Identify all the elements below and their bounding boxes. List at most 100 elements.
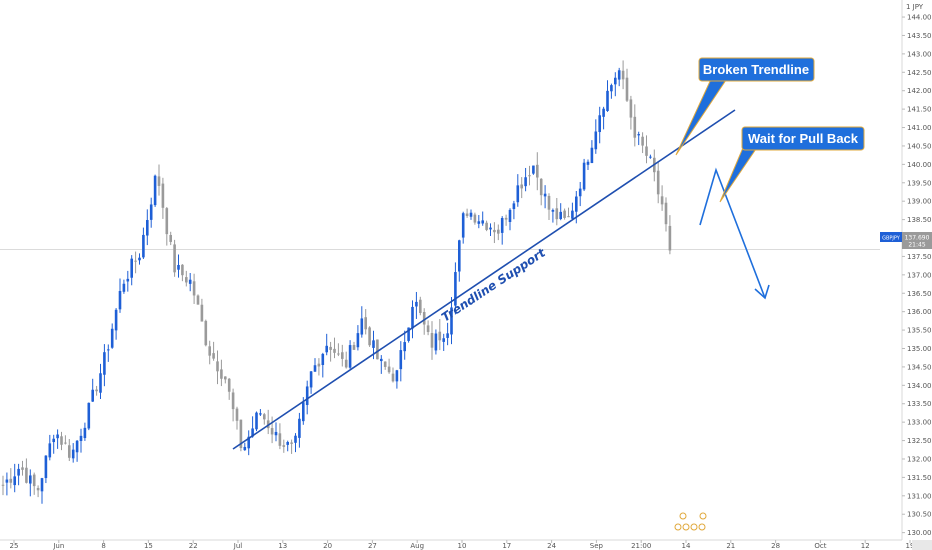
x-tick-label: Sep <box>590 542 604 550</box>
y-tick-label: 134.500 <box>907 363 932 371</box>
candle-body <box>216 361 219 372</box>
candle-body <box>446 333 449 338</box>
candle-body <box>458 240 461 272</box>
event-icon[interactable] <box>698 523 706 531</box>
candle-body <box>508 209 512 223</box>
candle-body <box>9 478 13 483</box>
candle-body <box>36 487 40 491</box>
y-tick-label: 138.500 <box>907 216 932 224</box>
candle-body <box>504 217 508 220</box>
event-icon[interactable] <box>699 512 707 520</box>
candle-body <box>625 77 629 101</box>
candle-body <box>438 331 442 341</box>
event-markers[interactable] <box>674 512 707 531</box>
symbol-tag: GBPJPY <box>882 236 901 242</box>
candle-body <box>454 272 457 306</box>
candle-body <box>146 220 149 236</box>
candle-body <box>610 85 613 92</box>
candle-body <box>426 325 430 332</box>
candle-body <box>383 361 387 367</box>
event-icon[interactable] <box>690 523 698 531</box>
candle-body <box>126 278 130 282</box>
candle-body <box>380 358 383 362</box>
candle-body <box>118 290 122 310</box>
time-axis[interactable]: 25 Jun 8 15 22 Jul 13 20 27 Aug 10 17 24 Sep 21:00 14 21… <box>0 539 915 550</box>
candle-body <box>227 378 231 392</box>
candle-body <box>547 195 551 210</box>
candle-body <box>79 435 83 442</box>
y-tick-label: 134.000 <box>907 382 932 390</box>
callout-wait-for-pullback[interactable]: Wait for Pull Back <box>719 126 865 203</box>
y-tick-label: 130.500 <box>907 511 932 519</box>
candle-body <box>134 260 137 262</box>
candle-body <box>317 363 321 367</box>
y-tick-label: 143.000 <box>907 50 932 58</box>
candle-body <box>325 345 328 353</box>
candle-body <box>368 327 371 346</box>
candle-body <box>17 468 20 476</box>
event-icon[interactable] <box>682 523 690 531</box>
candle-body <box>481 220 484 224</box>
candle-body <box>376 339 379 360</box>
event-icon[interactable] <box>674 523 682 531</box>
x-tick-label: Jun <box>52 542 64 550</box>
candle-body <box>419 299 422 313</box>
candle-body <box>422 312 426 325</box>
candle-body <box>411 306 414 329</box>
x-tick-label: 21:00 <box>631 542 651 550</box>
candle-body <box>212 353 215 359</box>
candle-body <box>344 359 348 368</box>
candle-body <box>99 373 102 393</box>
candle-body <box>621 70 625 80</box>
candle-body <box>290 442 293 444</box>
candle-body <box>107 349 110 351</box>
candle-body <box>395 370 399 382</box>
trendline-support[interactable] <box>232 109 736 450</box>
candle-body <box>192 281 196 296</box>
candle-body <box>329 346 332 350</box>
candle-body <box>668 225 672 251</box>
candle-body <box>87 402 91 429</box>
candle-body <box>477 221 481 224</box>
candle-body <box>64 442 67 444</box>
candle-body <box>161 183 165 208</box>
x-tick-label: 19 <box>906 542 915 550</box>
x-tick-label: 10 <box>458 542 467 550</box>
countdown-label: 21:45 <box>908 242 925 249</box>
callout-broken-trendline[interactable]: Broken Trendline <box>675 57 815 156</box>
candle-body <box>348 345 352 368</box>
candle-body <box>188 279 192 284</box>
candle-body <box>489 227 492 230</box>
candle-body <box>204 320 208 346</box>
candle-body <box>407 327 410 341</box>
candle-body <box>259 413 262 415</box>
event-icon[interactable] <box>679 512 687 520</box>
candle-body <box>473 214 477 223</box>
candle-body <box>286 442 289 445</box>
x-tick-label: 24 <box>547 542 556 550</box>
candle-body <box>559 211 562 219</box>
y-tick-label: 132.500 <box>907 437 932 445</box>
candle-body <box>224 376 227 380</box>
candle-body <box>403 342 406 352</box>
candle-body <box>360 318 364 335</box>
x-tick-label: 15 <box>144 542 153 550</box>
y-tick-label: 137.000 <box>907 271 932 279</box>
candle-body <box>270 428 274 435</box>
x-tick-label: 8 <box>101 542 105 550</box>
candle-body <box>138 257 141 261</box>
x-tick-label: 28 <box>771 542 780 550</box>
candle-body <box>415 301 418 307</box>
candle-body <box>520 184 523 189</box>
candle-body <box>387 366 391 373</box>
pullback-projection-arrow[interactable] <box>699 167 766 299</box>
candle-body <box>122 283 126 292</box>
settings-gear-icon[interactable] <box>912 540 932 550</box>
candle-body <box>231 392 235 410</box>
x-tick-label: Oct <box>814 542 826 550</box>
price-axis[interactable]: 130.000 130.500 131.000 131.500 132.000 132.5… <box>901 0 932 540</box>
candle-body <box>645 146 648 156</box>
candle-body <box>372 340 375 348</box>
candle-body <box>5 479 9 483</box>
